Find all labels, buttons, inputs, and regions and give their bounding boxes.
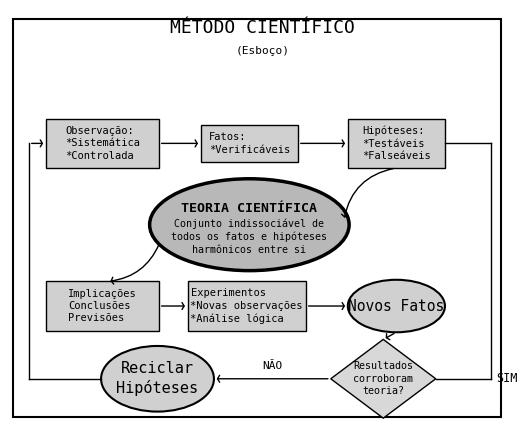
FancyBboxPatch shape (13, 19, 501, 417)
Text: Resultados
corroboram
teoria?: Resultados corroboram teoria? (353, 361, 413, 396)
Text: Implicações
Conclusões
Previsões: Implicações Conclusões Previsões (68, 288, 136, 324)
Text: Observação:
*Sistemática
*Controlada: Observação: *Sistemática *Controlada (65, 126, 140, 161)
Text: Reciclar
Hipóteses: Reciclar Hipóteses (117, 361, 198, 396)
Text: TEORIA CIENTÍFICA: TEORIA CIENTÍFICA (181, 202, 318, 215)
FancyBboxPatch shape (46, 282, 159, 331)
FancyBboxPatch shape (46, 119, 159, 168)
Ellipse shape (348, 280, 445, 332)
Text: Conjunto indissociável de
todos os fatos e hipóteses
harmônicos entre si: Conjunto indissociável de todos os fatos… (171, 218, 328, 255)
Text: Novos Fatos: Novos Fatos (348, 298, 445, 314)
FancyBboxPatch shape (201, 125, 298, 162)
Text: MÉTODO CIENTÍFICO: MÉTODO CIENTÍFICO (170, 19, 355, 37)
Text: (Esboço): (Esboço) (236, 45, 289, 56)
Text: Hipóteses:
*Testáveis
*Falseáveis: Hipóteses: *Testáveis *Falseáveis (362, 126, 430, 161)
Text: NÃO: NÃO (262, 361, 282, 371)
FancyBboxPatch shape (188, 282, 306, 331)
Ellipse shape (150, 179, 349, 270)
Text: SIM: SIM (496, 372, 518, 385)
FancyBboxPatch shape (348, 119, 445, 168)
Text: Experimentos
*Novas observações
*Análise lógica: Experimentos *Novas observações *Análise… (191, 288, 303, 324)
Polygon shape (331, 339, 436, 418)
Ellipse shape (101, 346, 214, 412)
Text: Fatos:
*Verificáveis: Fatos: *Verificáveis (209, 132, 290, 155)
